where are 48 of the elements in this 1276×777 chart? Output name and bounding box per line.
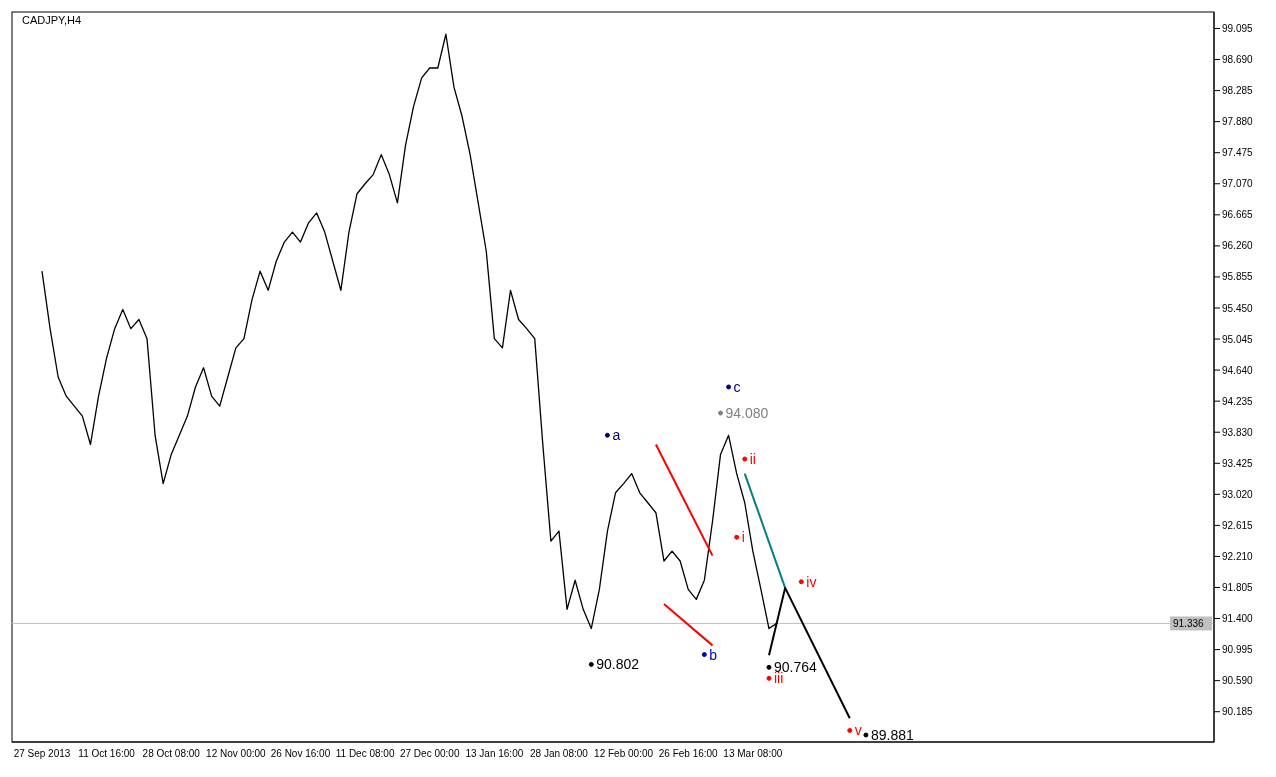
- x-tick-label: 12 Feb 00:00: [594, 748, 654, 760]
- data-label: a: [612, 427, 621, 444]
- y-tick-label: 90.995: [1222, 644, 1254, 656]
- data-label: 90.764: [773, 659, 818, 676]
- data-label: v: [854, 722, 862, 739]
- chart-title: CADJPY,H4: [22, 14, 82, 26]
- y-tick-label: 92.210: [1222, 550, 1254, 562]
- y-tick-label: 96.665: [1222, 209, 1254, 221]
- y-tick-label: 94.235: [1222, 395, 1254, 407]
- ref-line-label: 91.336: [1173, 618, 1205, 630]
- y-tick-label: 90.590: [1222, 675, 1254, 687]
- y-tick-label: 91.400: [1222, 613, 1254, 625]
- data-label: 90.802: [596, 656, 640, 673]
- y-tick-label: 97.070: [1222, 178, 1254, 190]
- y-tick-label: 95.045: [1222, 333, 1254, 345]
- x-tick-label: 12 Nov 00:00: [206, 748, 267, 760]
- y-tick-label: 92.615: [1222, 519, 1254, 531]
- x-tick-label: 28 Jan 08:00: [530, 748, 589, 760]
- y-tick-label: 98.285: [1222, 85, 1254, 97]
- y-tick-label: 93.020: [1222, 488, 1254, 500]
- y-tick-label: 93.830: [1222, 426, 1254, 438]
- data-label: c: [733, 378, 741, 395]
- data-label: b: [709, 646, 718, 663]
- x-tick-label: 11 Oct 16:00: [78, 748, 136, 760]
- x-tick-label: 11 Dec 08:00: [335, 748, 395, 760]
- x-tick-label: 13 Jan 16:00: [465, 748, 524, 760]
- x-tick-label: 27 Sep 2013: [13, 748, 71, 760]
- x-tick-label: 26 Feb 16:00: [658, 748, 719, 760]
- data-label: iv: [806, 573, 817, 590]
- y-tick-label: 99.095: [1222, 23, 1254, 35]
- y-tick-label: 91.805: [1222, 582, 1254, 594]
- y-tick-label: 97.880: [1222, 116, 1254, 128]
- data-label: ii: [749, 451, 756, 468]
- y-tick-label: 98.690: [1222, 54, 1254, 66]
- data-label: 94.080: [725, 405, 769, 422]
- y-tick-label: 90.185: [1222, 706, 1254, 718]
- data-label: i: [741, 529, 745, 546]
- y-tick-label: 96.260: [1222, 240, 1254, 252]
- y-tick-label: 94.640: [1222, 364, 1254, 376]
- x-tick-label: 13 Mar 08:00: [723, 748, 783, 760]
- x-tick-label: 27 Dec 00:00: [399, 748, 460, 760]
- data-label: 89.881: [870, 727, 914, 744]
- y-tick-label: 97.475: [1222, 147, 1254, 159]
- y-tick-label: 95.855: [1222, 271, 1254, 283]
- y-tick-label: 95.450: [1222, 302, 1254, 314]
- x-tick-label: 26 Nov 16:00: [270, 748, 331, 760]
- y-tick-label: 93.425: [1222, 457, 1254, 469]
- x-tick-label: 28 Oct 08:00: [142, 748, 201, 760]
